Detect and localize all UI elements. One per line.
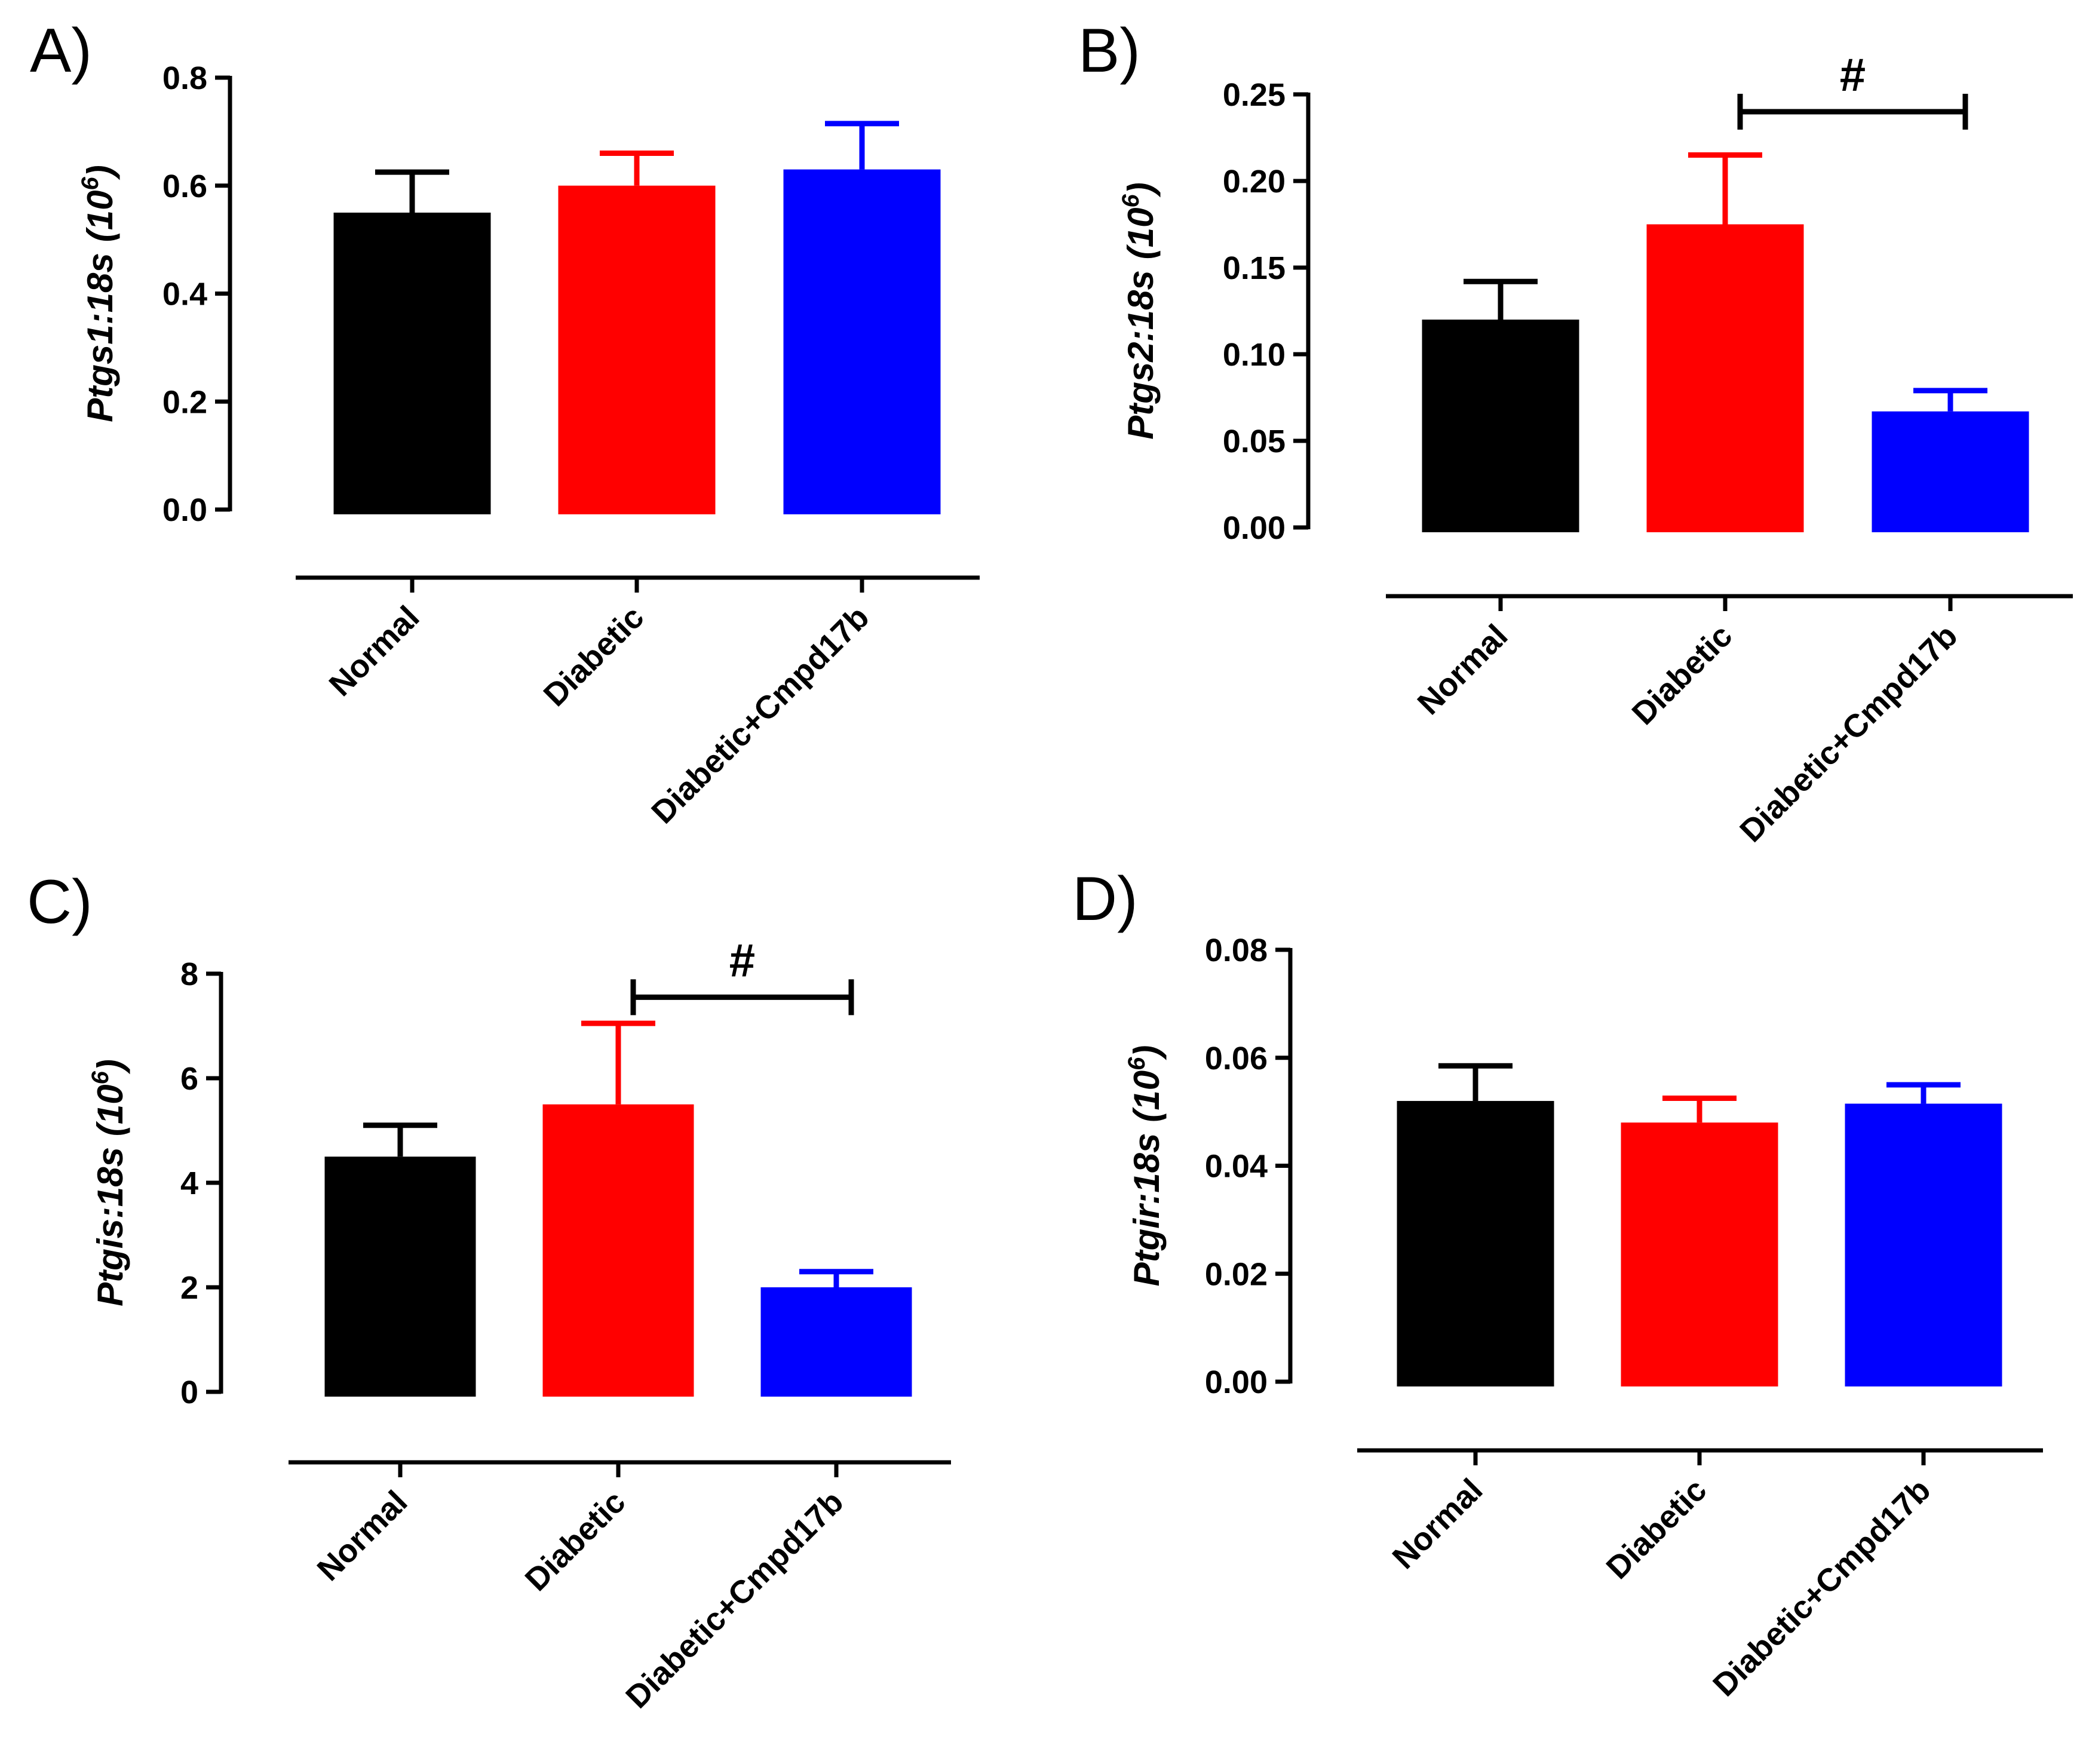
x-category-label: Diabetic+Cmpd17b <box>1733 618 1964 849</box>
y-axis-label: Ptgs2:18s(106) <box>1118 182 1161 439</box>
y-tick-label: 0.0 <box>162 492 207 528</box>
y-axis-label: Ptgis:18s(106) <box>87 1059 130 1306</box>
chart-panel: A) 0.0 0.2 0.4 0.6 0.8 Ptgs1:18s(106) Normal Dia… <box>30 16 980 830</box>
bar <box>542 1104 694 1397</box>
y-axis-label-unit-base: 10 <box>80 191 120 231</box>
x-category-label: Diabetic+Cmpd17b <box>1706 1472 1937 1703</box>
y-tick-label: 0.25 <box>1223 77 1286 113</box>
y-tick-label: 2 <box>180 1270 198 1306</box>
x-category-label: Diabetic <box>1625 618 1740 732</box>
y-axis-label-name: Ptgis:18s <box>90 1147 130 1306</box>
panel-label: B) <box>1078 16 1140 85</box>
y-tick-label: 0.00 <box>1223 510 1286 546</box>
y-tick-label: 8 <box>180 956 198 992</box>
y-axis-label-unit-base: 10 <box>90 1084 130 1124</box>
x-category-label: Normal <box>1386 1472 1490 1576</box>
y-axis-label-name: Ptgir:18s <box>1127 1133 1167 1287</box>
y-tick-label: 0.08 <box>1205 932 1268 968</box>
y-tick-label: 0.6 <box>162 168 207 204</box>
y-axis-label-unit-base: 10 <box>1127 1070 1167 1110</box>
bar <box>1646 224 1804 532</box>
x-category-label: Diabetic+Cmpd17b <box>619 1484 850 1715</box>
y-tick-label: 0 <box>180 1375 198 1410</box>
bar <box>783 169 941 514</box>
y-tick-label: 0.06 <box>1205 1041 1268 1076</box>
panel-label: A) <box>30 16 92 85</box>
y-axis-label-unit-exponent: 6 <box>87 1070 113 1084</box>
chart-panel: C) 0 2 4 6 8 Ptgis:18s(106) Normal DiabeticDiabe… <box>27 867 951 1715</box>
bar <box>558 185 716 514</box>
y-axis-label-unit-exponent: 6 <box>1124 1057 1150 1070</box>
y-axis-label-unit-exponent: 6 <box>1118 194 1144 208</box>
y-axis-label: Ptgs1:18s(106) <box>77 165 120 422</box>
x-category-label: Diabetic+Cmpd17b <box>645 599 876 830</box>
y-tick-label: 0.05 <box>1223 424 1286 459</box>
x-category-label: Normal <box>311 1484 415 1588</box>
significance-label: # <box>1840 48 1866 101</box>
chart-panel: D) 0.00 0.02 0.04 0.06 0.08 Ptgir:18s(106) Norm… <box>1072 864 2043 1703</box>
x-category-label: Normal <box>323 599 427 703</box>
y-tick-label: 0.20 <box>1223 164 1286 200</box>
panel-label: D) <box>1072 864 1138 934</box>
bar <box>1422 320 1579 532</box>
y-tick-label: 0.8 <box>162 60 207 96</box>
significance-label: # <box>729 934 755 986</box>
bar <box>760 1287 912 1397</box>
y-axis-label-name: Ptgs2:18s <box>1121 270 1161 439</box>
y-axis-label-name: Ptgs1:18s <box>80 253 120 422</box>
x-category-label: Diabetic <box>1600 1472 1714 1586</box>
y-tick-label: 0.2 <box>162 384 207 420</box>
y-axis-label-unit-base: 10 <box>1121 208 1161 248</box>
x-category-label: Diabetic <box>519 1484 633 1598</box>
y-tick-label: 0.10 <box>1223 337 1286 373</box>
y-tick-label: 0.00 <box>1205 1364 1268 1400</box>
y-tick-label: 4 <box>180 1165 198 1201</box>
bar <box>333 212 491 514</box>
y-axis-label: Ptgir:18s(106) <box>1124 1045 1167 1287</box>
y-tick-label: 0.4 <box>162 277 207 312</box>
panel-label: C) <box>27 867 93 937</box>
y-axis-label-unit-exponent: 6 <box>77 177 103 191</box>
y-tick-label: 0.15 <box>1223 250 1286 286</box>
y-tick-label: 0.02 <box>1205 1256 1268 1292</box>
chart-panel: B) 0.00 0.05 0.10 0.15 0.20 0.25 Ptgs2:18s(106)… <box>1078 16 2073 849</box>
x-category-label: Diabetic <box>537 599 651 713</box>
bar <box>1845 1103 2002 1386</box>
bar <box>324 1156 476 1397</box>
bar <box>1872 411 2029 532</box>
y-tick-label: 6 <box>180 1061 198 1097</box>
bar <box>1397 1101 1554 1386</box>
y-tick-label: 0.04 <box>1205 1149 1268 1185</box>
x-category-label: Normal <box>1411 618 1515 722</box>
bar <box>1621 1122 1778 1386</box>
